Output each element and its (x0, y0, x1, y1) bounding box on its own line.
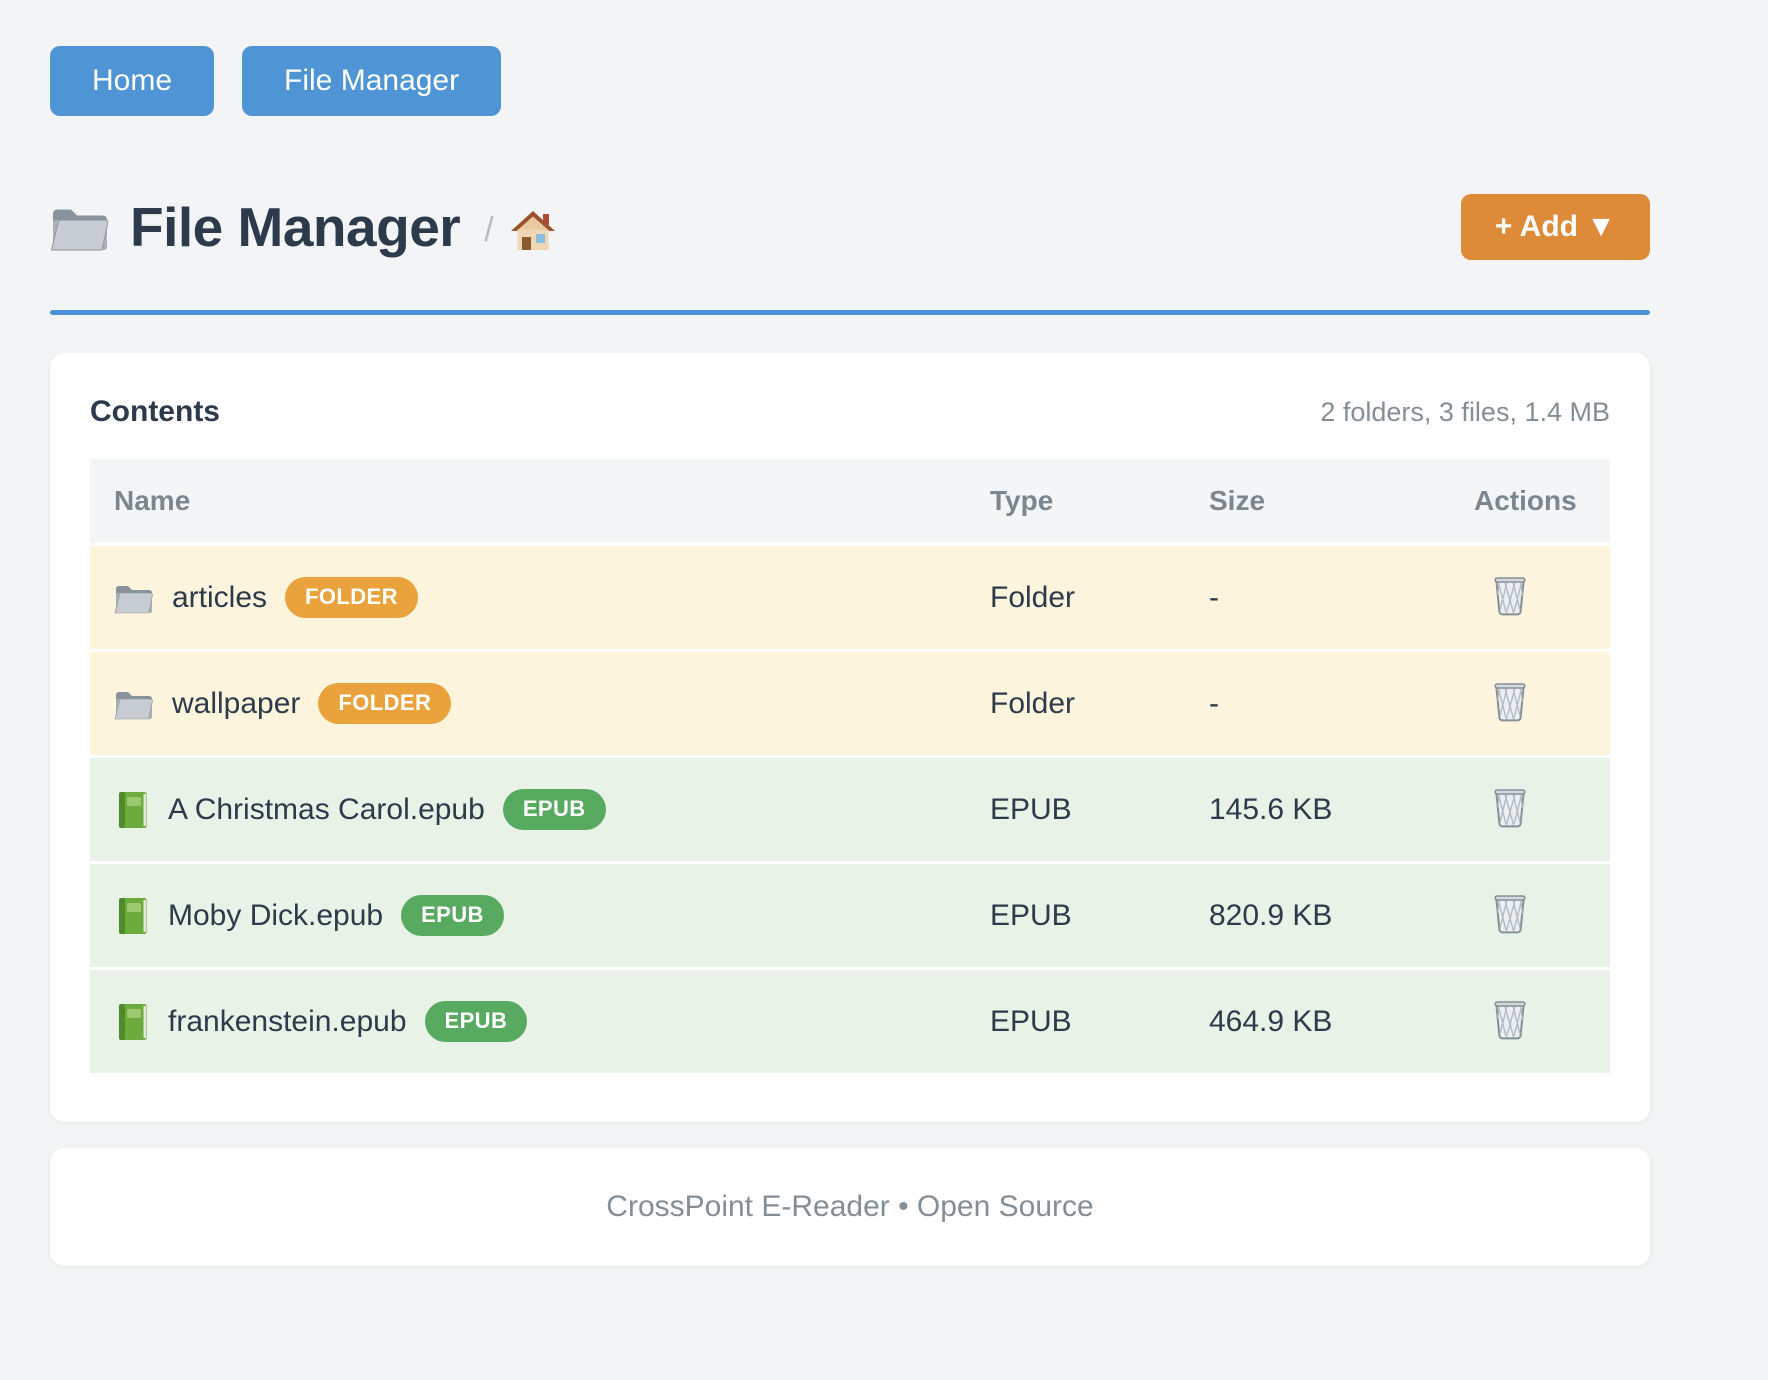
folder-icon (50, 202, 110, 253)
size-cell: 145.6 KB (1185, 756, 1450, 864)
page-title: File Manager (130, 196, 461, 258)
contents-card: Contents 2 folders, 3 files, 1.4 MB Name… (50, 353, 1650, 1122)
type-badge: EPUB (401, 895, 504, 936)
footer-text: CrossPoint E-Reader • Open Source (606, 1190, 1094, 1223)
table-row: frankenstein.epub EPUB EPUB 464.9 KB (90, 968, 1610, 1076)
green-book-icon (114, 896, 150, 936)
file-name[interactable]: A Christmas Carol.epub (168, 792, 485, 826)
trash-icon (1490, 572, 1530, 616)
file-name[interactable]: Moby Dick.epub (168, 898, 384, 932)
title-divider (50, 310, 1650, 315)
file-name[interactable]: frankenstein.epub (168, 1004, 407, 1038)
file-manager-page: Home File Manager File Manager / (50, 46, 1650, 1266)
column-header-type: Type (966, 459, 1185, 546)
file-name[interactable]: wallpaper (172, 686, 301, 720)
house-icon[interactable] (510, 210, 556, 252)
contents-card-header: Contents 2 folders, 3 files, 1.4 MB (90, 395, 1610, 429)
table-row: Moby Dick.epub EPUB EPUB 820.9 KB (90, 862, 1610, 970)
type-cell: EPUB (966, 862, 1185, 970)
delete-button[interactable] (1490, 784, 1530, 828)
type-cell: EPUB (966, 756, 1185, 864)
page-title-group: File Manager / (50, 195, 556, 259)
breadcrumb-separator: / (484, 210, 494, 249)
type-badge: FOLDER (285, 577, 418, 618)
delete-button[interactable] (1490, 678, 1530, 722)
column-header-actions: Actions (1450, 459, 1610, 546)
type-cell: Folder (966, 650, 1185, 758)
green-book-icon (114, 1002, 150, 1042)
footer: CrossPoint E-Reader • Open Source (50, 1148, 1650, 1266)
folder-icon (114, 581, 154, 615)
type-badge: EPUB (424, 1001, 528, 1042)
trash-icon (1490, 890, 1530, 934)
trash-icon (1490, 678, 1530, 722)
size-cell: 464.9 KB (1185, 968, 1450, 1076)
table-row: A Christmas Carol.epub EPUB EPUB 145.6 K… (90, 756, 1610, 864)
nav-home-button[interactable]: Home (50, 46, 215, 116)
contents-summary: 2 folders, 3 files, 1.4 MB (1320, 396, 1610, 427)
type-badge: FOLDER (318, 683, 452, 724)
page-header: File Manager / + Add ▼ (50, 194, 1650, 260)
size-cell: - (1185, 544, 1450, 652)
delete-button[interactable] (1490, 572, 1530, 616)
folder-icon (114, 687, 154, 721)
type-cell: EPUB (966, 968, 1185, 1076)
size-cell: - (1185, 650, 1450, 758)
trash-icon (1490, 996, 1530, 1040)
column-header-name: Name (90, 459, 966, 546)
delete-button[interactable] (1490, 996, 1530, 1040)
file-table: Name Type Size Actions articles FOLDER F (90, 459, 1610, 1076)
column-header-size: Size (1185, 459, 1450, 546)
size-cell: 820.9 KB (1185, 862, 1450, 970)
green-book-icon (114, 790, 150, 830)
nav-file-manager-button[interactable]: File Manager (242, 46, 502, 116)
add-button[interactable]: + Add ▼ (1460, 194, 1650, 260)
table-row: wallpaper FOLDER Folder - (90, 650, 1610, 758)
contents-title: Contents (90, 395, 220, 428)
delete-button[interactable] (1490, 890, 1530, 934)
file-name[interactable]: articles (172, 580, 268, 614)
type-badge: EPUB (502, 789, 606, 830)
trash-icon (1490, 784, 1530, 828)
table-header-row: Name Type Size Actions (90, 459, 1610, 546)
type-cell: Folder (966, 544, 1185, 652)
table-row: articles FOLDER Folder - (90, 544, 1610, 652)
top-nav: Home File Manager (50, 46, 1650, 116)
